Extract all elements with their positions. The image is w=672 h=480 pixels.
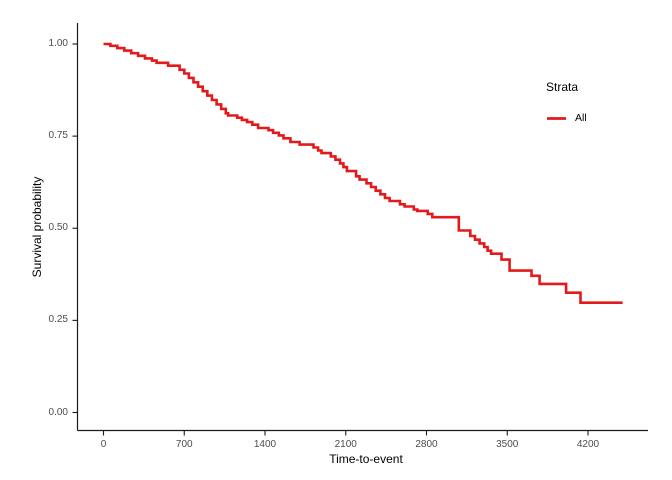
x-tick-label: 2100 <box>334 438 357 450</box>
y-tick-label: 0.75 <box>48 130 68 142</box>
survival-curve <box>103 42 623 304</box>
x-tick-label: 4200 <box>576 438 600 450</box>
x-tick-label: 2800 <box>415 438 438 450</box>
legend-title: Strata <box>546 80 579 94</box>
x-tick-label: 1400 <box>253 438 277 450</box>
x-tick-label: 0 <box>100 438 107 450</box>
y-tick-label: 0.25 <box>48 314 68 326</box>
y-tick-label: 0.00 <box>48 406 68 418</box>
x-tick-label: 700 <box>175 438 193 450</box>
x-axis-title: Time-to-event <box>329 452 403 466</box>
y-tick-label: 0.50 <box>48 222 68 234</box>
x-tick-label: 3500 <box>496 438 519 450</box>
legend-entry-label: All <box>575 112 587 124</box>
y-axis-title: Survival probability <box>30 176 44 278</box>
y-tick-label: 1.00 <box>48 38 68 49</box>
